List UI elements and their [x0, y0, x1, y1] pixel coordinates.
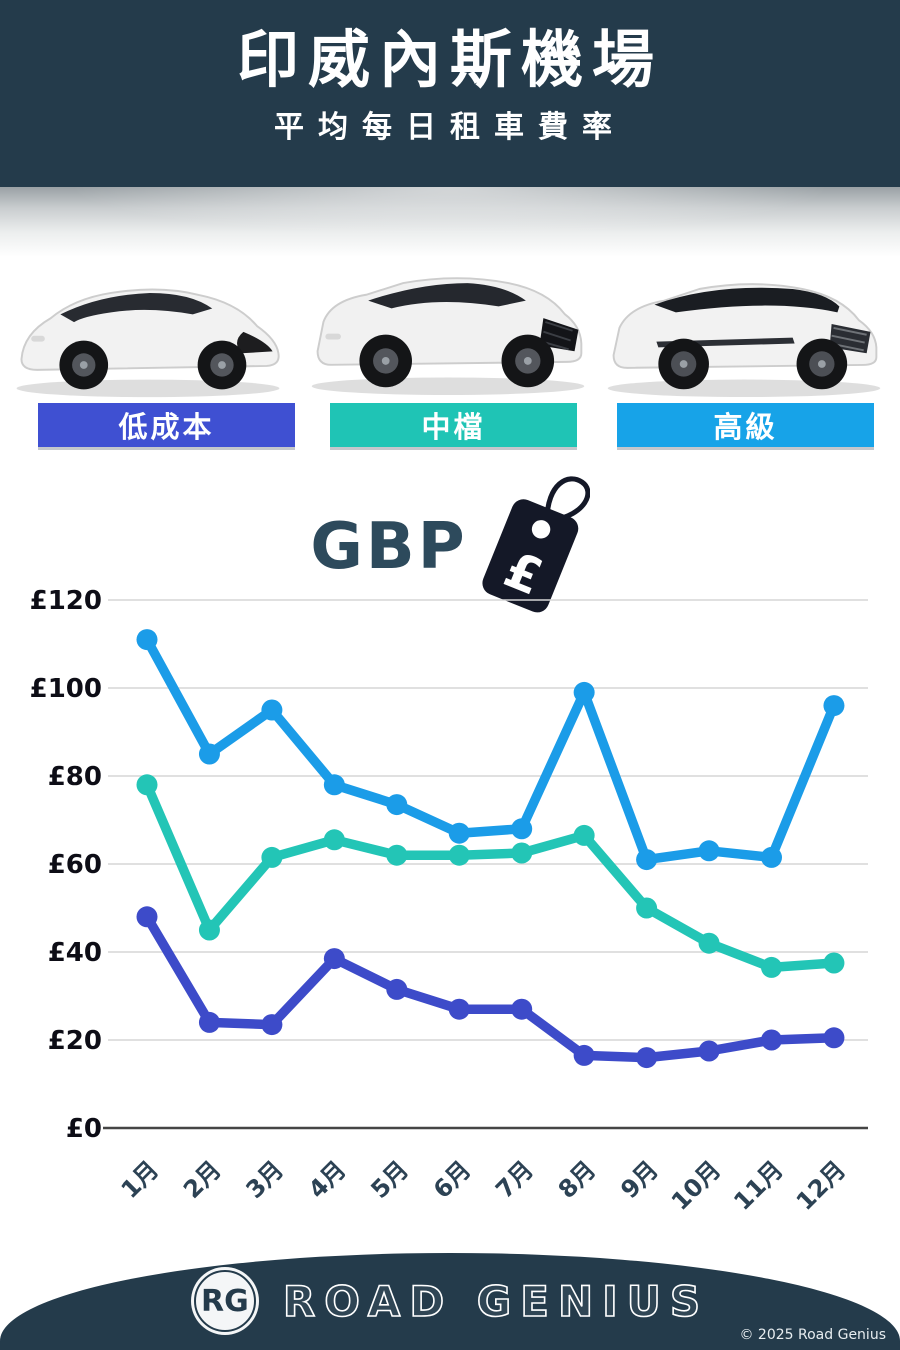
economy-car-image	[16, 288, 280, 398]
category-badge-economy: 低成本	[38, 403, 295, 447]
logo-initials: RG	[201, 1283, 249, 1319]
data-point-mid	[511, 842, 533, 864]
data-point-mid	[386, 844, 408, 866]
currency-block: GBP £	[0, 455, 900, 620]
data-point-mid	[823, 952, 845, 974]
price-tag-icon: £	[482, 475, 590, 612]
page-subtitle: 平均每日租車費率	[274, 110, 626, 146]
data-point-premium	[198, 743, 220, 765]
y-axis-tick-label: £0	[66, 1114, 102, 1144]
data-point-mid	[448, 844, 470, 866]
x-axis-tick-label: 1月	[116, 1155, 165, 1204]
premium-car-image	[607, 283, 881, 398]
data-point-mid	[573, 824, 595, 846]
footer-banner: RG ROAD GENIUS © 2025 Road Genius	[0, 1253, 900, 1350]
rental-rates-line-chart: £0 £20 £40 £60 £80 £100 £120 1月 2月 3月 4月 5月 6月 7月 8月 9月…	[30, 586, 868, 1216]
data-point-economy	[636, 1047, 658, 1069]
series-line-economy	[142, 912, 839, 1063]
data-point-economy	[761, 1029, 782, 1051]
midrange-car-image	[311, 277, 585, 395]
x-axis-tick-label: 7月	[490, 1155, 539, 1204]
data-point-mid	[261, 846, 283, 868]
x-axis-tick-label: 8月	[553, 1155, 602, 1204]
data-point-premium	[823, 695, 845, 717]
data-point-premium	[511, 818, 533, 840]
x-axis-tick-label: 10月	[666, 1155, 726, 1215]
category-label-economy: 低成本	[118, 410, 215, 444]
x-axis-tick-label: 9月	[615, 1155, 664, 1204]
data-point-premium	[573, 681, 595, 703]
data-point-mid	[698, 932, 720, 954]
data-point-economy	[698, 1040, 720, 1062]
data-point-premium	[761, 846, 782, 868]
category-badge-mid: 中檔	[330, 403, 577, 447]
x-axis-tick-label: 4月	[303, 1155, 352, 1204]
series-line-premium	[142, 634, 839, 865]
x-axis-tick-label: 11月	[728, 1155, 788, 1215]
data-point-mid	[198, 919, 220, 941]
y-axis-tick-label: £60	[48, 850, 102, 880]
data-point-mid	[761, 956, 782, 978]
data-point-economy	[448, 998, 470, 1020]
brand-lockup: RG ROAD GENIUS	[0, 1267, 900, 1335]
y-axis-tick-label: £100	[30, 674, 102, 704]
x-axis-tick-label: 2月	[178, 1155, 227, 1204]
data-point-premium	[386, 794, 408, 816]
series-line-mid	[142, 780, 839, 973]
data-point-economy	[261, 1014, 283, 1036]
car-images-row	[0, 240, 900, 405]
data-point-economy	[823, 1027, 845, 1049]
y-axis-tick-label: £120	[30, 586, 102, 616]
data-point-premium	[323, 774, 345, 796]
data-point-economy	[511, 998, 533, 1020]
currency-code-label: GBP	[310, 509, 468, 584]
page-title: 印威內斯機場	[236, 23, 663, 96]
data-point-premium	[261, 699, 283, 721]
data-point-economy	[136, 906, 158, 928]
road-genius-logo: RG	[190, 1267, 259, 1335]
data-point-mid	[136, 774, 158, 796]
data-point-mid	[323, 829, 345, 851]
y-axis-tick-label: £20	[48, 1026, 102, 1056]
data-point-economy	[573, 1044, 595, 1066]
category-badge-premium: 高級	[617, 403, 874, 447]
data-point-premium	[698, 840, 720, 862]
data-point-premium	[448, 822, 470, 844]
copyright-text: © 2025 Road Genius	[739, 1327, 886, 1343]
data-point-economy	[198, 1011, 220, 1033]
y-axis-tick-label: £40	[48, 938, 102, 968]
chart-area: £0 £20 £40 £60 £80 £100 £120 1月 2月 3月 4月 5月 6月 7月 8月 9月…	[0, 570, 900, 1240]
data-point-economy	[386, 978, 408, 1000]
metallic-gradient-band	[0, 187, 900, 257]
y-axis-tick-label: £80	[48, 762, 102, 792]
data-point-premium	[636, 849, 658, 871]
x-axis-tick-label: 5月	[365, 1155, 414, 1204]
x-axis-tick-label: 6月	[428, 1155, 477, 1204]
x-axis-tick-label: 3月	[241, 1155, 290, 1204]
data-point-mid	[636, 897, 658, 919]
brand-name: ROAD GENIUS	[282, 1276, 710, 1327]
x-axis-tick-label: 12月	[791, 1155, 851, 1215]
category-label-mid: 中檔	[421, 410, 486, 444]
category-label-premium: 高級	[713, 410, 778, 444]
header-banner: 印威內斯機場 平均每日租車費率	[0, 0, 900, 187]
data-point-premium	[136, 629, 158, 651]
data-point-economy	[323, 948, 345, 970]
